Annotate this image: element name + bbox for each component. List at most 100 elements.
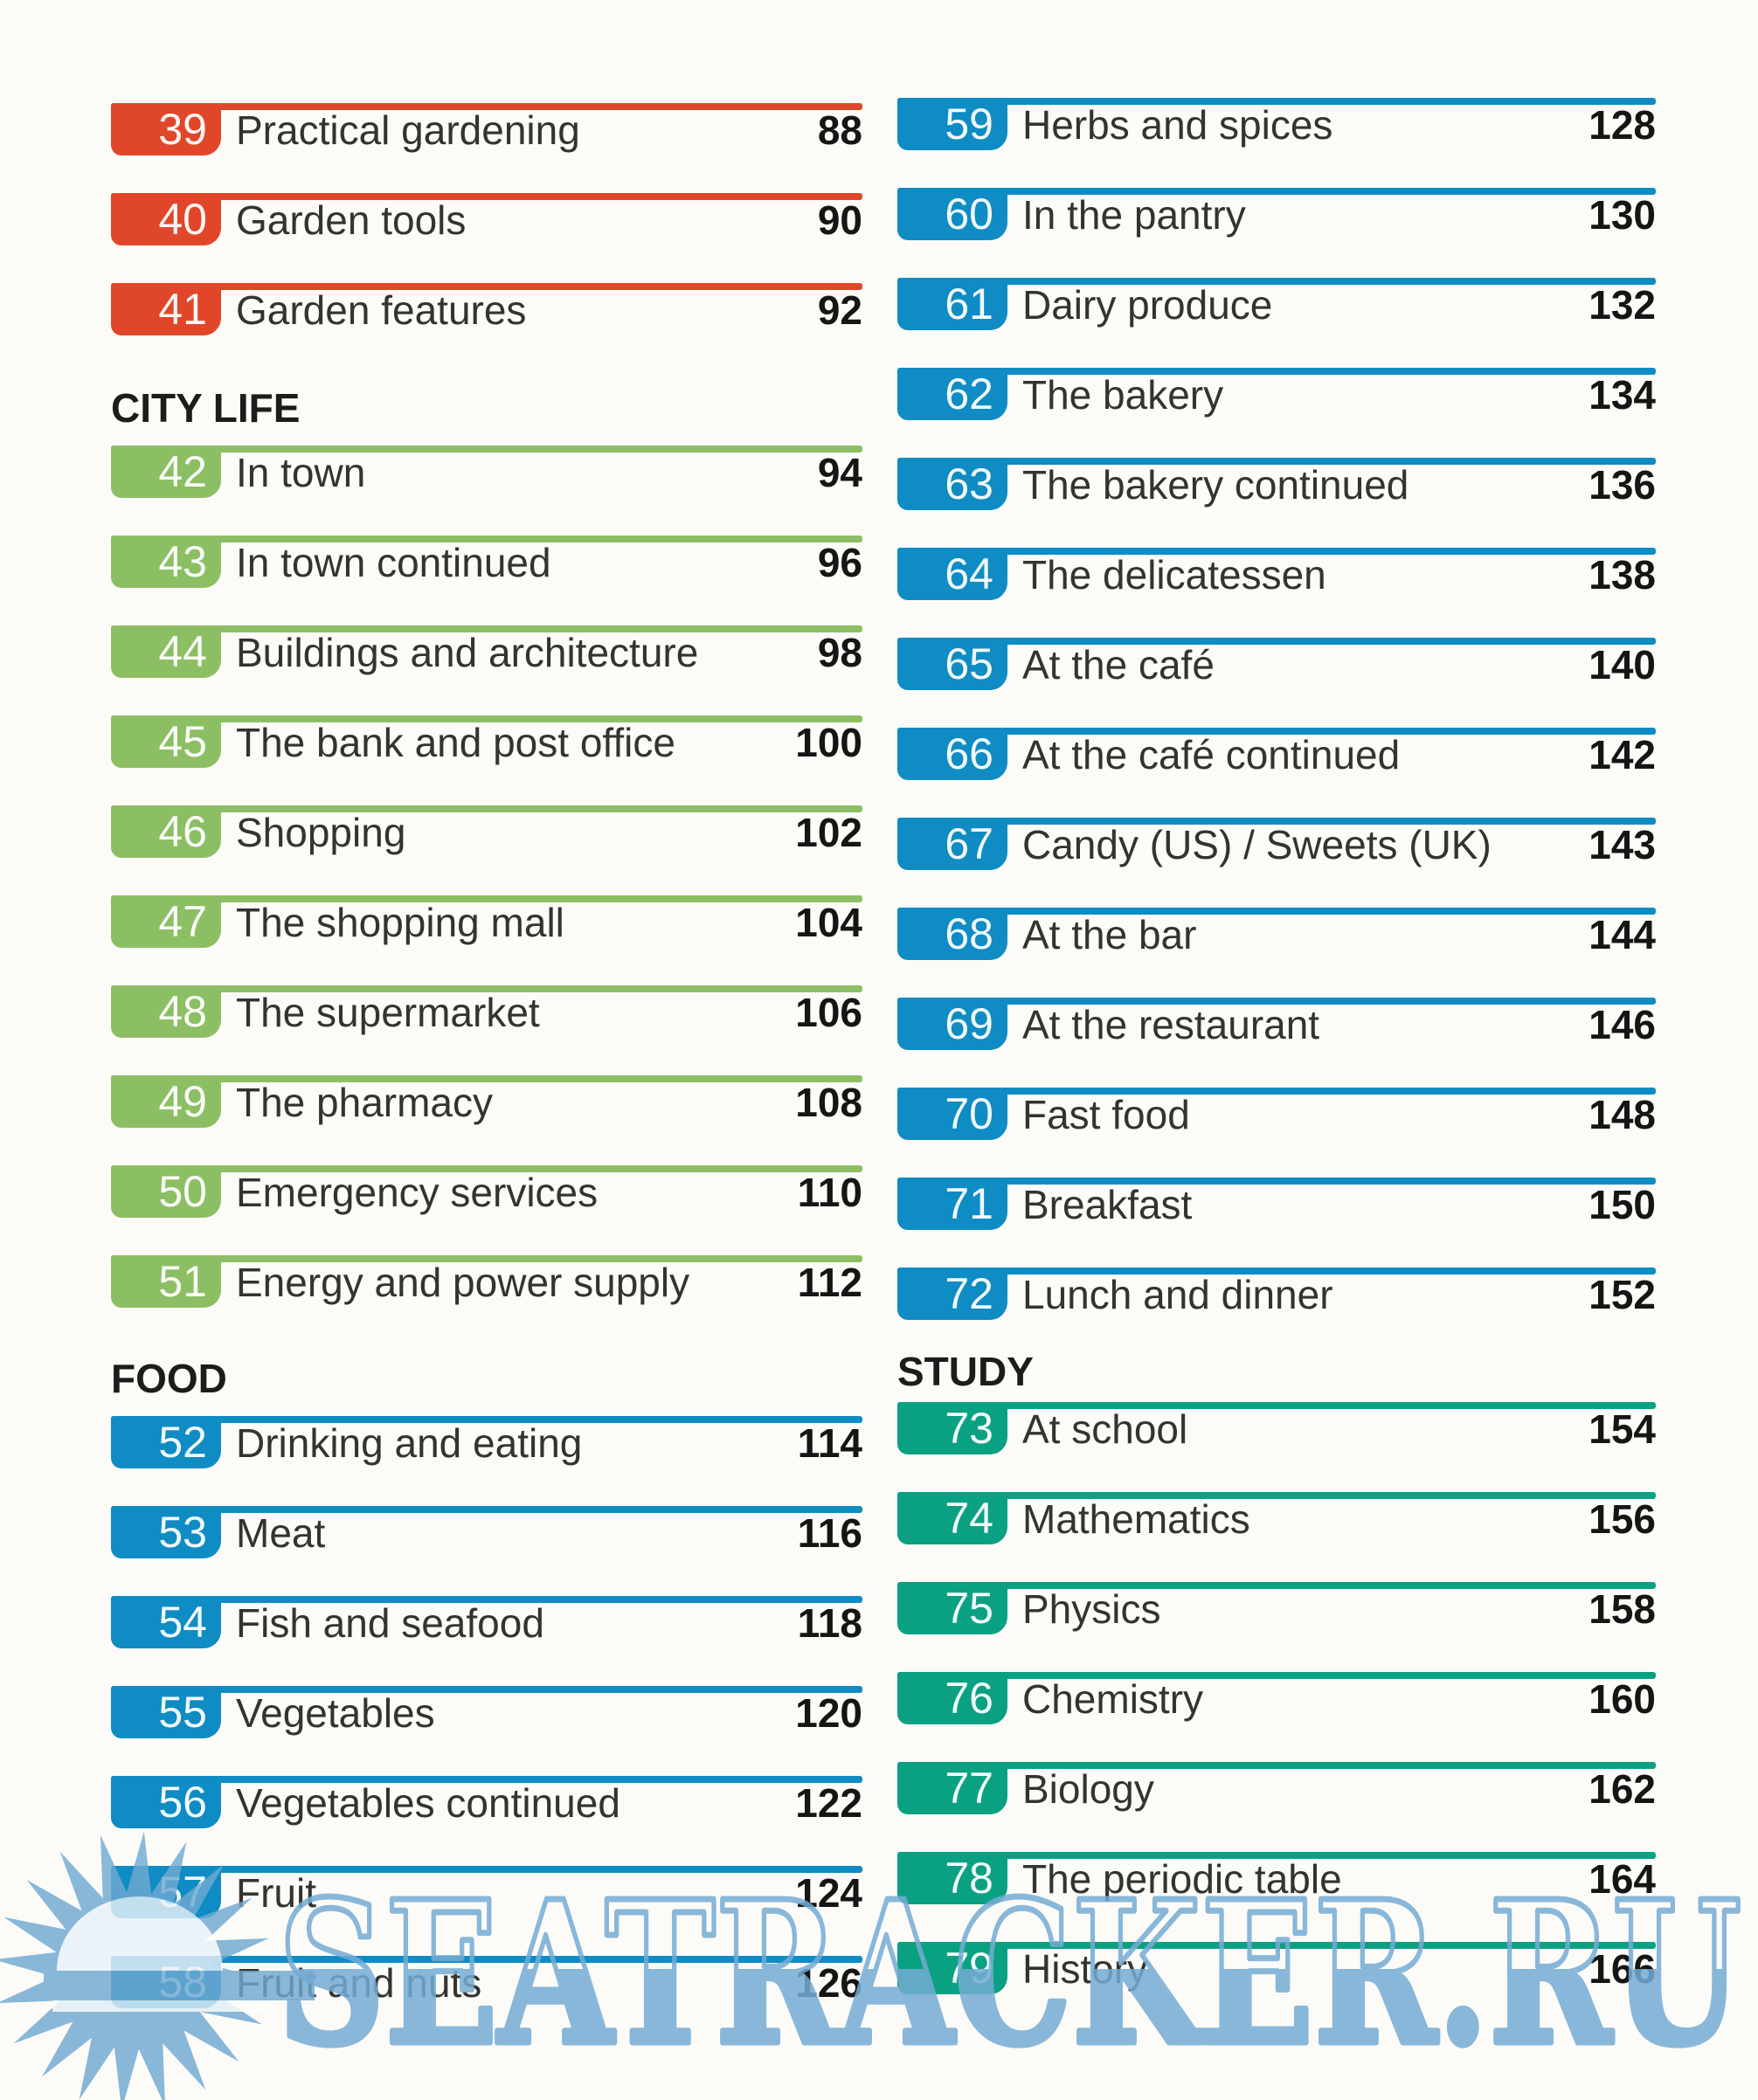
page-number: 144 <box>1588 912 1656 957</box>
chapter-title: Physics <box>1022 1586 1161 1632</box>
page-number: 158 <box>1588 1586 1656 1632</box>
page-number: 94 <box>817 450 862 495</box>
chapter-number-tab: 61 <box>897 278 1007 330</box>
chapter-title: Fruit <box>236 1870 316 1916</box>
chapter-number-tab: 46 <box>111 805 221 858</box>
chapter-number-tab: 65 <box>897 638 1007 690</box>
chapter-title: Herbs and spices <box>1022 102 1333 148</box>
toc-row: 67 Candy (US) / Sweets (UK) 143 <box>897 812 1656 902</box>
row-rule <box>897 458 1656 465</box>
page-number: 128 <box>1588 102 1656 148</box>
chapter-number: 49 <box>158 1077 207 1126</box>
page-number: 120 <box>795 1690 862 1736</box>
chapter-title: The delicatessen <box>1022 552 1326 598</box>
chapter-number: 54 <box>158 1598 207 1647</box>
chapter-title: Garden features <box>236 287 527 333</box>
toc-row: 58 Fruit and nuts 126 <box>111 1951 862 2041</box>
toc-row: 68 At the bar 144 <box>897 902 1656 992</box>
row-rule <box>111 1776 862 1783</box>
toc-row: 44 Buildings and architecture 98 <box>111 620 862 710</box>
chapter-number: 66 <box>945 729 993 778</box>
page-number: 126 <box>795 1960 862 2006</box>
chapter-title: At the café <box>1022 642 1215 687</box>
toc-row: 52 Drinking and eating 114 <box>111 1411 862 1501</box>
chapter-number-tab: 77 <box>897 1762 1007 1814</box>
toc-row: 51 Energy and power supply 112 <box>111 1250 862 1340</box>
chapter-title: Vegetables continued <box>236 1780 620 1826</box>
chapter-title: In town continued <box>236 540 551 585</box>
chapter-number: 70 <box>945 1089 993 1138</box>
chapter-number: 44 <box>158 627 207 676</box>
chapter-title: Breakfast <box>1022 1182 1193 1227</box>
chapter-number: 67 <box>945 819 993 868</box>
chapter-title: History <box>1022 1946 1148 1992</box>
row-rule <box>897 1178 1656 1185</box>
row-rule <box>897 1852 1656 1859</box>
page-number: 164 <box>1588 1856 1656 1902</box>
chapter-number: 42 <box>158 447 207 496</box>
chapter-number: 53 <box>158 1508 207 1557</box>
chapter-number-tab: 43 <box>111 535 221 588</box>
chapter-number-tab: 72 <box>897 1268 1007 1320</box>
chapter-title: At school <box>1022 1406 1188 1452</box>
row-rule <box>897 1402 1656 1409</box>
chapter-title: The shopping mall <box>236 900 564 945</box>
chapter-title: Practical gardening <box>236 107 580 153</box>
chapter-title: Emergency services <box>236 1170 599 1215</box>
chapter-number: 52 <box>158 1418 207 1467</box>
chapter-number: 62 <box>945 370 993 418</box>
chapter-number-tab: 42 <box>111 446 221 498</box>
chapter-number-tab: 47 <box>111 895 221 948</box>
chapter-number: 50 <box>158 1167 207 1216</box>
chapter-number: 77 <box>945 1764 993 1813</box>
toc-row: 49 The pharmacy 108 <box>111 1070 862 1160</box>
chapter-number-tab: 70 <box>897 1088 1007 1140</box>
page-number: 156 <box>1588 1496 1656 1542</box>
row-rule <box>111 1075 862 1082</box>
page-number: 146 <box>1588 1002 1656 1047</box>
chapter-number: 74 <box>945 1494 993 1543</box>
chapter-number: 69 <box>945 999 993 1048</box>
chapter-number-tab: 54 <box>111 1596 221 1648</box>
page-number: 152 <box>1588 1272 1656 1317</box>
chapter-number-tab: 53 <box>111 1506 221 1558</box>
row-rule <box>897 1762 1656 1769</box>
row-rule <box>111 1956 862 1963</box>
page-number: 122 <box>795 1780 862 1826</box>
row-rule <box>111 1686 862 1693</box>
toc-row: 63 The bakery continued 136 <box>897 452 1656 542</box>
chapter-number: 46 <box>158 807 207 856</box>
chapter-number-tab: 49 <box>111 1075 221 1128</box>
page-number: 104 <box>795 900 862 945</box>
page-number: 112 <box>797 1260 862 1305</box>
page-number: 136 <box>1588 462 1656 508</box>
page-number: 140 <box>1588 642 1656 687</box>
toc-row: 46 Shopping 102 <box>111 800 862 890</box>
chapter-title: At the café continued <box>1022 732 1401 777</box>
toc-row: 62 The bakery 134 <box>897 363 1656 452</box>
row-rule <box>897 368 1656 375</box>
chapter-title: The supermarket <box>236 990 540 1035</box>
chapter-title: Energy and power supply <box>236 1260 690 1305</box>
chapter-number-tab: 51 <box>111 1255 221 1308</box>
toc-row: 41 Garden features 92 <box>111 278 862 368</box>
toc-row: 71 Breakfast 150 <box>897 1172 1656 1262</box>
page-number: 92 <box>817 287 862 333</box>
toc-row: 47 The shopping mall 104 <box>111 890 862 980</box>
chapter-number: 76 <box>945 1674 993 1723</box>
toc-row: 77 Biology 162 <box>897 1757 1656 1847</box>
chapter-number: 63 <box>945 459 993 508</box>
chapter-number-tab: 45 <box>111 715 221 768</box>
chapter-title: Candy (US) / Sweets (UK) <box>1022 822 1492 867</box>
page-number: 154 <box>1588 1406 1656 1452</box>
page-number: 124 <box>795 1870 862 1916</box>
chapter-number: 64 <box>945 549 993 598</box>
chapter-title: Mathematics <box>1022 1496 1250 1542</box>
row-rule <box>111 805 862 812</box>
chapter-number: 51 <box>158 1257 207 1306</box>
chapter-title: Fish and seafood <box>236 1600 544 1646</box>
chapter-title: Garden tools <box>236 197 467 243</box>
chapter-title: Biology <box>1022 1766 1154 1812</box>
chapter-number: 57 <box>158 1868 207 1917</box>
chapter-number-tab: 76 <box>897 1672 1007 1724</box>
